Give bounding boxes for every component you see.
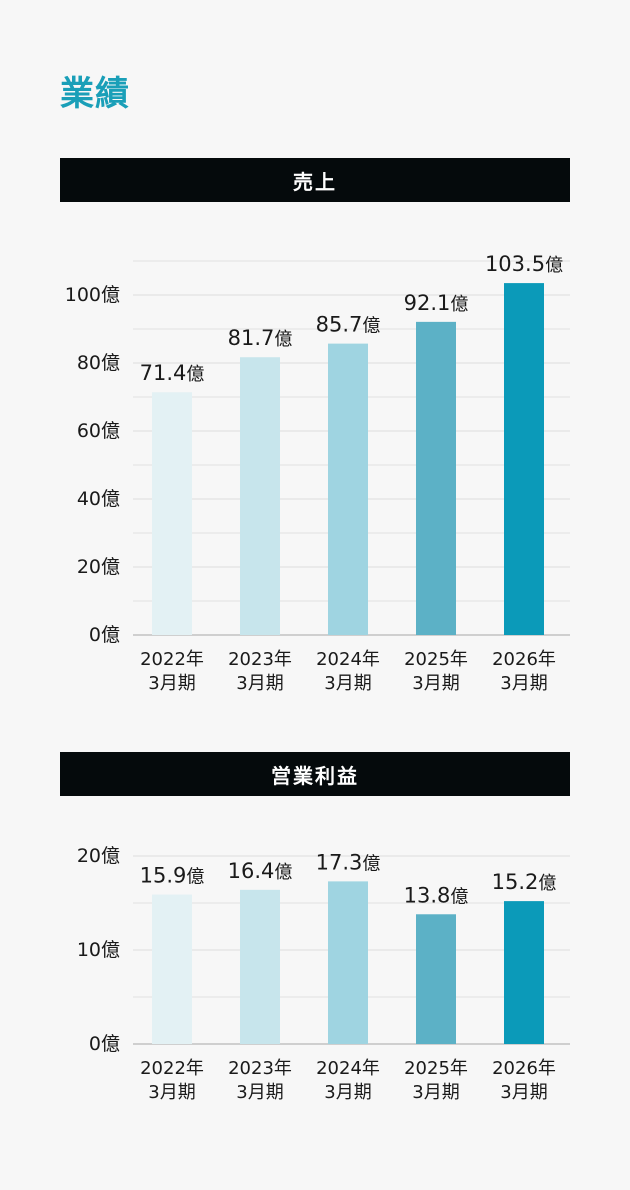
profit-bar bbox=[504, 901, 544, 1044]
page-title: 業績 bbox=[60, 74, 130, 114]
sales-section-header: 売上 bbox=[60, 158, 570, 202]
profit-bar bbox=[240, 889, 280, 1044]
sales-bar-chart: 0億 20億 40億 60億 80億 100億 71.4億 2022年 3月期 81.7億 2023… bbox=[65, 252, 570, 694]
profit-y-tick-label: 0億 bbox=[89, 1033, 120, 1055]
profit-bar bbox=[416, 914, 456, 1044]
sales-y-tick-label: 100億 bbox=[65, 284, 120, 306]
sales-x-tick-label: 2024年 3月期 bbox=[316, 649, 380, 694]
profit-x-tick-label: 2023年 3月期 bbox=[228, 1058, 292, 1103]
profit-data-label: 15.2億 bbox=[492, 870, 557, 894]
profit-x-tick-label: 2024年 3月期 bbox=[316, 1058, 380, 1103]
profit-y-tick-label: 10億 bbox=[77, 939, 120, 961]
sales-data-label: 92.1億 bbox=[404, 291, 469, 315]
sales-bar bbox=[328, 343, 368, 635]
sales-bar bbox=[416, 321, 456, 635]
sales-data-label: 103.5億 bbox=[485, 252, 563, 276]
sales-x-tick-label: 2026年 3月期 bbox=[492, 649, 556, 694]
profit-data-label: 16.4億 bbox=[228, 859, 293, 883]
profit-x-tick-label: 2026年 3月期 bbox=[492, 1058, 556, 1103]
operating-profit-section-title: 営業利益 bbox=[271, 763, 359, 788]
sales-y-tick-label: 20億 bbox=[77, 556, 120, 578]
profit-x-tick-label: 2022年 3月期 bbox=[140, 1058, 204, 1103]
profit-data-label: 17.3億 bbox=[316, 850, 381, 874]
sales-data-label: 85.7億 bbox=[316, 313, 381, 337]
profit-bar bbox=[328, 881, 368, 1044]
sales-y-tick-label: 40億 bbox=[77, 488, 120, 510]
profit-y-tick-label: 20億 bbox=[77, 845, 120, 867]
sales-x-tick-label: 2022年 3月期 bbox=[140, 649, 204, 694]
sales-section-title: 売上 bbox=[293, 169, 337, 194]
profit-x-tick-label: 2025年 3月期 bbox=[404, 1058, 468, 1103]
sales-bar bbox=[152, 392, 192, 635]
sales-bar bbox=[240, 357, 280, 635]
sales-x-tick-label: 2025年 3月期 bbox=[404, 649, 468, 694]
sales-x-tick-label: 2023年 3月期 bbox=[228, 649, 292, 694]
operating-profit-bar-chart: 0億 10億 20億 15.9億 2022年 3月期 16.4億 2023年 3月期 17.3億 2… bbox=[77, 845, 570, 1103]
sales-data-label: 81.7億 bbox=[228, 326, 293, 350]
sales-y-tick-label: 80億 bbox=[77, 352, 120, 374]
sales-y-tick-label: 60億 bbox=[77, 420, 120, 442]
operating-profit-section-header: 営業利益 bbox=[60, 752, 570, 796]
sales-y-tick-label: 0億 bbox=[89, 624, 120, 646]
profit-data-label: 13.8億 bbox=[404, 883, 469, 907]
sales-data-label: 71.4億 bbox=[140, 361, 205, 385]
profit-bar bbox=[152, 894, 192, 1044]
sales-bar bbox=[504, 283, 544, 635]
profit-data-label: 15.9億 bbox=[140, 864, 205, 888]
